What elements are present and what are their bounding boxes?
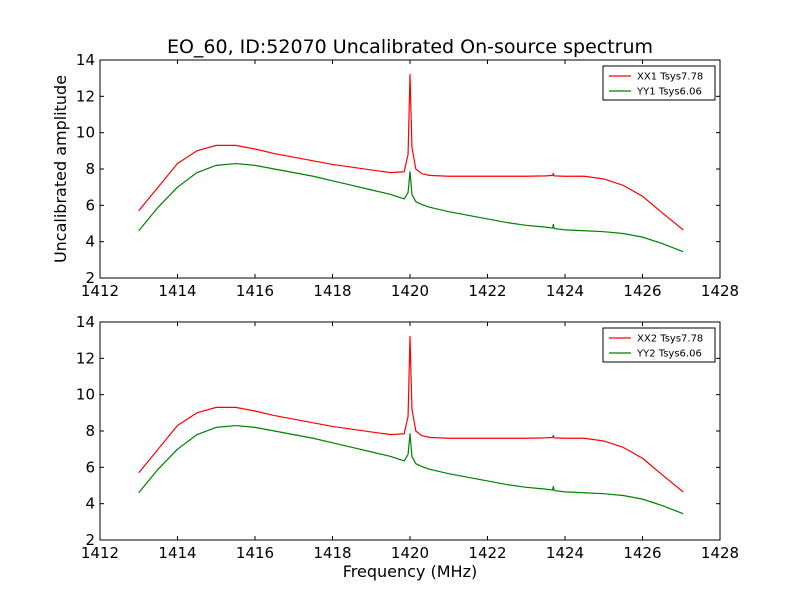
x-tick-label: 1414: [158, 544, 196, 562]
x-tick-label: 1416: [236, 282, 274, 300]
x-tick-label: 1420: [391, 544, 429, 562]
x-tick-label: 1412: [81, 544, 119, 562]
y-tick-label: 6: [85, 196, 95, 214]
x-tick-label: 1416: [236, 544, 274, 562]
y-axis-label: Uncalibrated amplitude: [51, 75, 70, 263]
legend-label: XX1 Tsys7.78: [637, 72, 703, 83]
x-tick-label: 1418: [313, 544, 351, 562]
series-lines: [138, 335, 684, 515]
top-panel: EO_60, ID:52070 Uncalibrated On-source s…: [51, 36, 739, 300]
y-tick-label: 14: [76, 313, 95, 331]
legend: XX2 Tsys7.78 YY2 Tsys6.06: [602, 327, 716, 363]
y-tick-label: 4: [85, 233, 95, 251]
y-tick-label: 2: [85, 269, 95, 287]
top-plot-area: 1412 1414 1416 1418 1420 1422 1424 1426 14282468…: [76, 51, 739, 300]
legend-box: [602, 327, 716, 363]
legend: XX1 Tsys7.78 YY1 Tsys6.06: [602, 65, 716, 101]
x-tick-label: 1418: [313, 282, 351, 300]
y-tick-label: 6: [85, 458, 95, 476]
x-tick-label: 1424: [546, 544, 584, 562]
y-tick-label: 12: [76, 87, 95, 105]
x-tick-label: 1420: [391, 282, 429, 300]
x-tick-label: 1426: [623, 544, 661, 562]
y-tick-label: 2: [85, 531, 95, 549]
legend-label: YY2 Tsys6.06: [636, 349, 702, 360]
x-tick-label: 1428: [701, 544, 739, 562]
series-line-2: [138, 162, 684, 253]
legend-label: YY1 Tsys6.06: [636, 87, 702, 98]
y-tick-label: 12: [76, 349, 95, 367]
x-tick-label: 1422: [468, 544, 506, 562]
y-tick-label: 10: [76, 124, 95, 142]
bottom-panel: 1412 1414 1416 1418 1420 1422 1424 1426 14282468…: [76, 313, 739, 581]
legend-label: XX2 Tsys7.78: [637, 334, 703, 345]
x-axis-label: Frequency (MHz): [343, 562, 477, 581]
legend-box: [602, 65, 716, 101]
x-tick-label: 1426: [623, 282, 661, 300]
y-tick-label: 8: [85, 422, 95, 440]
series-line-1: [138, 73, 684, 231]
chart-title: EO_60, ID:52070 Uncalibrated On-source s…: [167, 36, 653, 58]
series-line-1: [138, 335, 684, 493]
y-tick-label: 8: [85, 160, 95, 178]
x-tick-label: 1428: [701, 282, 739, 300]
y-tick-label: 14: [76, 51, 95, 69]
y-tick-label: 4: [85, 495, 95, 513]
x-tick-label: 1424: [546, 282, 584, 300]
x-tick-label: 1414: [158, 282, 196, 300]
series-lines: [138, 73, 684, 253]
bottom-plot-area: 1412 1414 1416 1418 1420 1422 1424 1426 14282468…: [76, 313, 739, 562]
x-tick-label: 1422: [468, 282, 506, 300]
series-line-2: [138, 424, 684, 515]
y-tick-label: 10: [76, 386, 95, 404]
x-tick-label: 1412: [81, 282, 119, 300]
